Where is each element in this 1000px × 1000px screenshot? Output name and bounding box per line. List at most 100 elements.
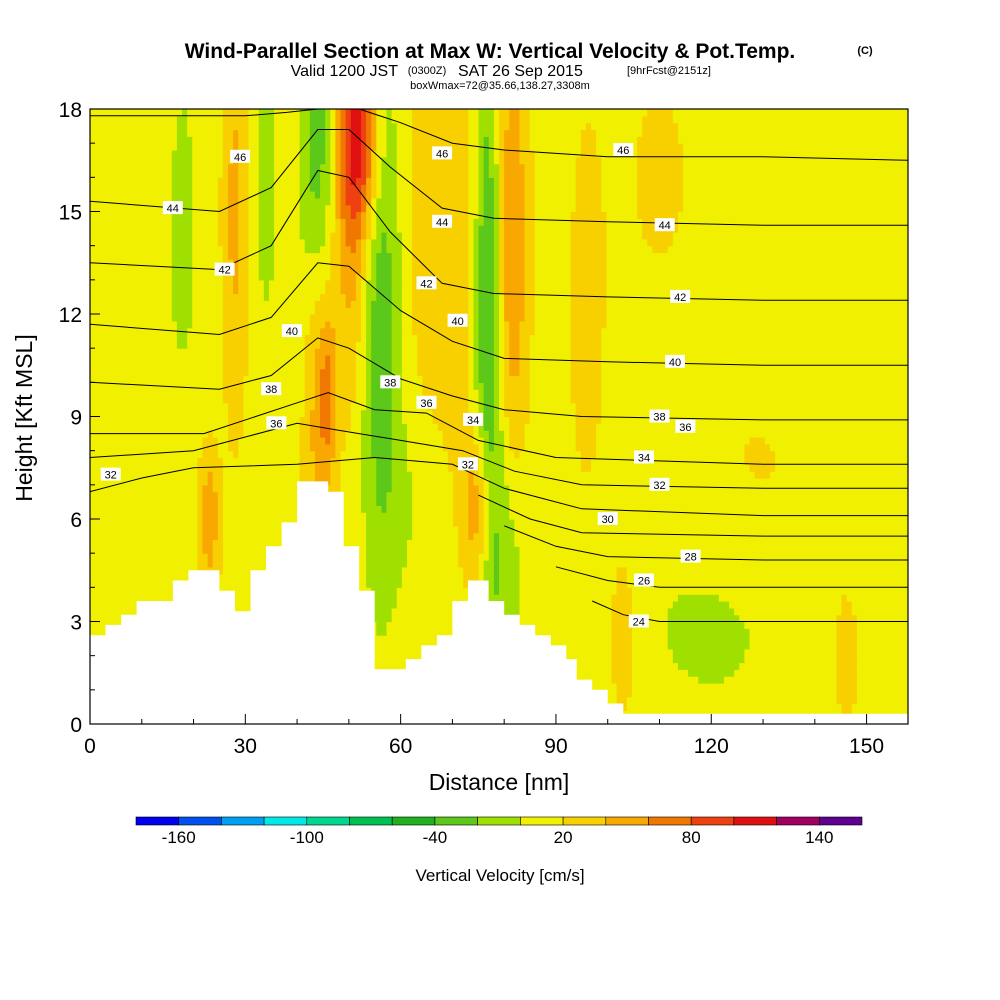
- field-cell: [734, 512, 740, 520]
- field-cell: [596, 580, 602, 588]
- field-cell: [412, 560, 418, 568]
- field-cell: [499, 566, 505, 575]
- field-cell: [708, 614, 715, 623]
- field-cell: [396, 519, 403, 527]
- field-cell: [739, 662, 745, 670]
- field-cell: [744, 580, 751, 588]
- field-cell: [468, 525, 475, 534]
- field-cell: [401, 573, 408, 582]
- field-cell: [575, 546, 582, 554]
- field-cell: [805, 573, 812, 582]
- field-cell: [897, 566, 904, 575]
- field-cell: [637, 628, 643, 636]
- field-cell: [238, 587, 244, 595]
- field-cell: [212, 539, 219, 547]
- field-cell: [693, 635, 699, 643]
- field-cell: [718, 532, 725, 541]
- field-cell: [136, 519, 142, 527]
- field-cell: [642, 546, 648, 554]
- field-cell: [708, 607, 715, 616]
- field-cell: [616, 635, 623, 643]
- field-cell: [815, 614, 822, 623]
- field-cell: [769, 539, 776, 547]
- field-cell: [100, 519, 106, 527]
- field-cell: [821, 539, 827, 547]
- field-cell: [606, 539, 613, 547]
- field-cell: [734, 669, 740, 677]
- chart-title-suffix: (C): [857, 45, 873, 57]
- field-cell: [611, 587, 618, 595]
- field-cell: [785, 648, 792, 657]
- field-cell: [110, 614, 117, 623]
- field-cell: [585, 601, 592, 609]
- field-cell: [856, 662, 863, 670]
- field-cell: [815, 580, 822, 588]
- field-cell: [739, 566, 745, 575]
- field-cell: [851, 628, 858, 636]
- field-cell: [621, 655, 628, 664]
- field-cell: [672, 525, 679, 534]
- field-cell: [759, 689, 766, 698]
- field-cell: [376, 628, 383, 636]
- field-cell: [810, 614, 817, 623]
- field-cell: [800, 601, 807, 609]
- field-cell: [683, 689, 689, 698]
- field-cell: [672, 532, 679, 541]
- field-cell: [637, 601, 643, 609]
- field-cell: [222, 532, 229, 541]
- field-cell: [713, 580, 720, 588]
- field-cell: [621, 635, 628, 643]
- field-cell: [151, 519, 158, 527]
- field-cell: [826, 669, 832, 677]
- field-cell: [524, 512, 531, 520]
- field-cell: [197, 505, 204, 513]
- field-cell: [754, 566, 761, 575]
- field-cell: [739, 614, 745, 623]
- field-cell: [647, 635, 653, 643]
- field-cell: [810, 689, 817, 698]
- field-cell: [642, 525, 648, 534]
- field-cell: [95, 553, 101, 561]
- field-cell: [887, 635, 894, 643]
- field-cell: [146, 505, 152, 513]
- field-cell: [504, 525, 510, 534]
- field-cell: [580, 546, 587, 554]
- field-cell: [841, 553, 848, 561]
- field-cell: [611, 614, 618, 623]
- field-cell: [662, 676, 669, 684]
- field-cell: [591, 539, 597, 547]
- field-cell: [856, 525, 863, 534]
- field-cell: [151, 573, 158, 582]
- field-cell: [688, 689, 694, 698]
- field-cell: [355, 525, 362, 534]
- field-cell: [897, 594, 904, 602]
- field-cell: [831, 601, 838, 609]
- field-cell: [488, 546, 495, 554]
- field-cell: [688, 525, 694, 534]
- field-cell: [867, 642, 873, 650]
- field-cell: [499, 594, 505, 602]
- field-cell: [775, 696, 781, 705]
- field-cell: [647, 587, 653, 595]
- field-cell: [391, 655, 398, 664]
- field-cell: [877, 580, 884, 588]
- field-cell: [867, 689, 873, 698]
- field-cell: [585, 573, 592, 582]
- field-cell: [115, 580, 122, 588]
- field-cell: [575, 635, 582, 643]
- field-cell: [677, 648, 684, 657]
- field-cell: [683, 607, 689, 616]
- field-cell: [734, 539, 740, 547]
- field-cell: [606, 560, 613, 568]
- field-cell: [371, 546, 377, 554]
- field-cell: [754, 573, 761, 582]
- field-cell: [463, 573, 469, 582]
- field-cell: [836, 621, 843, 629]
- field-cell: [780, 621, 786, 629]
- field-cell: [821, 580, 827, 588]
- field-cell: [718, 648, 725, 657]
- field-cell: [872, 546, 878, 554]
- field-cell: [667, 553, 674, 561]
- field-cell: [386, 614, 393, 623]
- field-cell: [698, 587, 705, 595]
